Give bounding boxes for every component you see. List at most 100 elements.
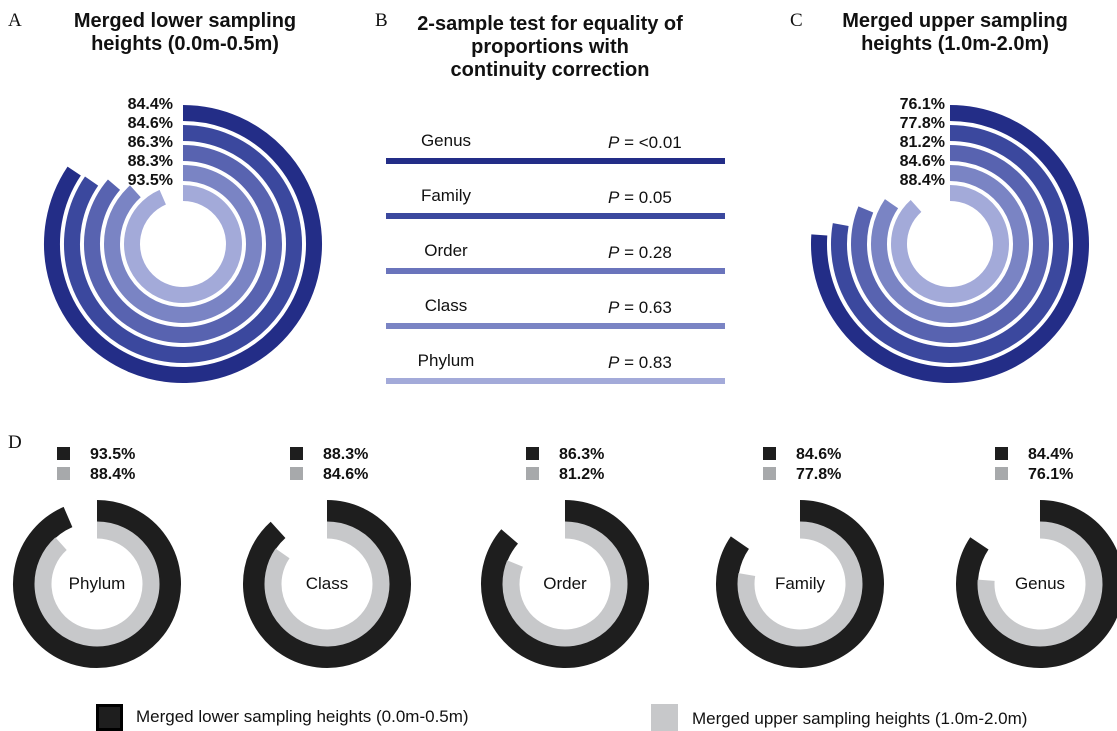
lower-ring-arc xyxy=(716,500,884,668)
lower-swatch-icon xyxy=(290,447,303,460)
p-symbol: P xyxy=(608,188,620,207)
group-legend-class: 88.3% 84.6% xyxy=(290,445,368,485)
radial-ring-arc xyxy=(44,105,322,383)
panel-letter-a: A xyxy=(8,10,22,31)
panel-a-ring-label: 93.5% xyxy=(127,172,173,189)
upper-swatch-icon xyxy=(526,467,539,480)
p-symbol: P xyxy=(608,133,620,152)
table-row: Phylum P = 0.83 xyxy=(386,348,725,388)
panel-a-ring-label: 84.4% xyxy=(127,96,173,113)
group-legend-order: 86.3% 81.2% xyxy=(526,445,604,485)
legend-upper-swatch-icon xyxy=(651,704,678,731)
upper-swatch-icon xyxy=(57,467,70,480)
p-symbol: P xyxy=(608,243,620,262)
p-number: 0.83 xyxy=(638,353,672,372)
table-row-divider xyxy=(386,158,725,164)
group-name-order: Order xyxy=(543,574,587,593)
table-row-divider xyxy=(386,323,725,329)
p-eq: = xyxy=(624,243,635,262)
radial-ring-arc xyxy=(851,145,1049,343)
p-number: 0.63 xyxy=(638,298,672,317)
panel-c-title-line1: Merged upper sampling xyxy=(842,10,1068,32)
lower-swatch-icon xyxy=(526,447,539,460)
panel-c-ring-labels: 76.1% 77.8% 81.2% 84.6% 88.4% xyxy=(865,95,945,190)
p-number: 0.05 xyxy=(638,188,672,207)
group-legend-phylum: 93.5% 88.4% xyxy=(57,445,135,485)
panel-c-title-line2: heights (1.0m-2.0m) xyxy=(861,33,1049,55)
upper-value-label: 81.2% xyxy=(559,466,605,483)
panel-a-ring-label: 86.3% xyxy=(127,134,173,151)
p-value: P = 0.05 xyxy=(608,188,748,208)
group-name-genus: Genus xyxy=(1014,574,1066,593)
panel-b-title: 2-sample test for equality of proportion… xyxy=(395,13,705,82)
radial-ring-arc xyxy=(124,185,242,303)
panel-letter-c: C xyxy=(790,10,803,31)
upper-value-label: 76.1% xyxy=(1028,466,1074,483)
table-row: Family P = 0.05 xyxy=(386,183,725,223)
group-name-family: Family xyxy=(774,574,826,593)
panel-a-title: Merged lower sampling heights (0.0m-0.5m… xyxy=(35,10,335,56)
radial-ring-arc xyxy=(811,105,1089,383)
taxon-label: Class xyxy=(424,296,468,315)
p-eq: = xyxy=(624,298,635,317)
group-legend-genus: 84.4% 76.1% xyxy=(995,445,1073,485)
table-row-divider xyxy=(386,378,725,384)
radial-ring-arc xyxy=(871,165,1029,323)
panel-b-title-line2: proportions with xyxy=(471,36,629,58)
lower-value-label: 93.5% xyxy=(90,446,136,463)
legend-lower-swatch-icon xyxy=(96,704,123,731)
panel-c-ring-label: 76.1% xyxy=(899,96,945,113)
lower-ring-arc xyxy=(13,500,181,668)
group-name-class: Class xyxy=(305,574,349,593)
p-symbol: P xyxy=(608,298,620,317)
upper-swatch-icon xyxy=(290,467,303,480)
upper-value-label: 77.8% xyxy=(796,466,842,483)
panel-b-title-line1: 2-sample test for equality of xyxy=(417,13,683,35)
table-row: Class P = 0.63 xyxy=(386,293,725,333)
lower-swatch-icon xyxy=(995,447,1008,460)
lower-value-label: 84.4% xyxy=(1028,446,1074,463)
radial-ring-arc xyxy=(831,125,1069,363)
panel-b-title-line3: continuity correction xyxy=(450,59,650,81)
panel-a-ring-label: 84.6% xyxy=(127,115,173,132)
legend-lower-label: Merged lower sampling heights (0.0m-0.5m… xyxy=(136,707,469,726)
p-value: P = 0.63 xyxy=(608,298,748,318)
lower-value-label: 88.3% xyxy=(323,446,369,463)
radial-ring-arc xyxy=(104,165,262,323)
lower-value-label: 84.6% xyxy=(796,446,842,463)
radial-ring-arc xyxy=(64,125,302,363)
table-row-divider xyxy=(386,268,725,274)
p-eq: = xyxy=(624,188,635,207)
panel-a-title-line2: heights (0.0m-0.5m) xyxy=(91,33,279,55)
panel-a-ring-label: 88.3% xyxy=(127,153,173,170)
table-row-divider xyxy=(386,213,725,219)
upper-ring-arc xyxy=(737,521,863,647)
upper-ring-arc xyxy=(502,521,628,647)
p-value: P = 0.83 xyxy=(608,353,748,373)
lower-swatch-icon xyxy=(763,447,776,460)
lower-ring-arc xyxy=(956,500,1117,668)
panel-c-ring-label: 88.4% xyxy=(899,172,945,189)
p-symbol: P xyxy=(608,353,620,372)
legend-upper-label: Merged upper sampling heights (1.0m-2.0m… xyxy=(692,709,1028,728)
taxon-label: Phylum xyxy=(417,351,475,370)
group-name-phylum: Phylum xyxy=(68,574,126,593)
p-value: P = 0.28 xyxy=(608,243,748,263)
upper-value-label: 84.6% xyxy=(323,466,369,483)
panel-a-title-line1: Merged lower sampling xyxy=(73,10,297,32)
upper-ring-arc xyxy=(34,521,160,647)
p-number: <0.01 xyxy=(638,133,682,152)
p-eq: = xyxy=(624,133,635,152)
upper-swatch-icon xyxy=(763,467,776,480)
lower-swatch-icon xyxy=(57,447,70,460)
p-value: P = <0.01 xyxy=(608,133,748,153)
lower-ring-arc xyxy=(481,500,649,668)
upper-value-label: 88.4% xyxy=(90,466,136,483)
upper-ring-arc xyxy=(977,521,1103,647)
upper-ring-arc xyxy=(264,521,390,647)
p-number: 0.28 xyxy=(638,243,672,262)
panel-c-ring-label: 84.6% xyxy=(899,153,945,170)
panel-c-title: Merged upper sampling heights (1.0m-2.0m… xyxy=(800,10,1110,56)
upper-swatch-icon xyxy=(995,467,1008,480)
